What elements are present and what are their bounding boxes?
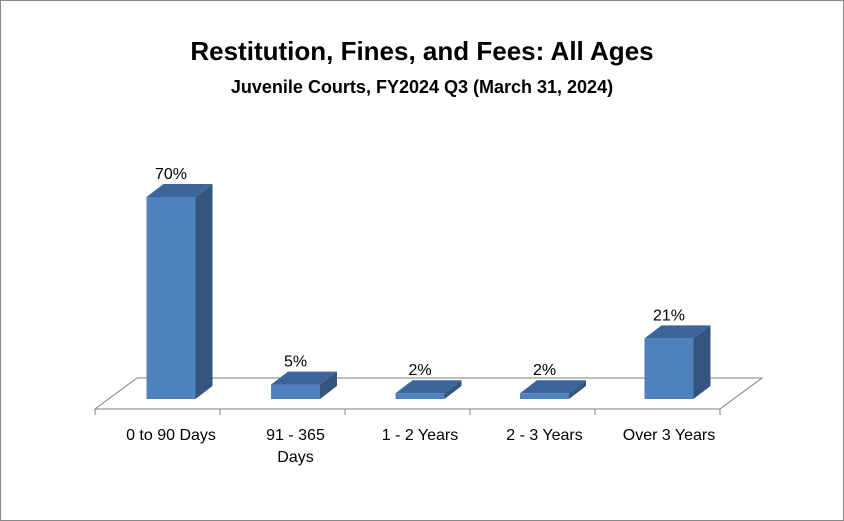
bar-front-face <box>644 338 694 399</box>
chart-title: Restitution, Fines, and Fees: All Ages <box>190 36 654 66</box>
data-label: 21% <box>653 307 685 324</box>
chart-floor-outline <box>94 377 764 410</box>
chart-subtitle: Juvenile Courts, FY2024 Q3 (March 31, 20… <box>230 77 614 97</box>
bar <box>271 371 337 399</box>
category-label: 0 to 90 Days <box>126 427 216 444</box>
bar-side-face <box>195 184 213 399</box>
chart-floor <box>94 377 764 415</box>
data-label: 70% <box>155 166 187 183</box>
bars-group <box>146 184 711 399</box>
bar-top-face <box>644 325 711 339</box>
data-labels-group: 70% 5% 2% 2% 21% <box>155 166 685 379</box>
bar-side-face <box>693 325 711 399</box>
bar-top-face <box>395 380 462 394</box>
bar-top-face <box>146 184 213 197</box>
data-label: 5% <box>284 354 307 371</box>
bar-side-face <box>320 371 337 399</box>
bar-front-face <box>395 393 445 399</box>
bar <box>146 184 213 399</box>
bar-side-face <box>444 380 462 399</box>
bar-front-face <box>520 393 569 399</box>
category-label: 2 - 3 Years <box>506 427 583 444</box>
bar-side-face <box>569 380 586 399</box>
data-label: 2% <box>408 362 431 379</box>
category-label: 1 - 2 Years <box>381 427 459 444</box>
data-label: 2% <box>533 362 556 379</box>
bar-front-face <box>146 197 196 399</box>
bar <box>644 325 711 399</box>
bar-top-face <box>520 380 586 394</box>
bar <box>520 380 586 399</box>
bar <box>395 380 462 399</box>
category-label: Over 3 Years <box>622 427 716 444</box>
bar-front-face <box>271 384 320 399</box>
bar-top-face <box>271 371 337 385</box>
category-label: 91 - 365 Days <box>266 427 325 466</box>
